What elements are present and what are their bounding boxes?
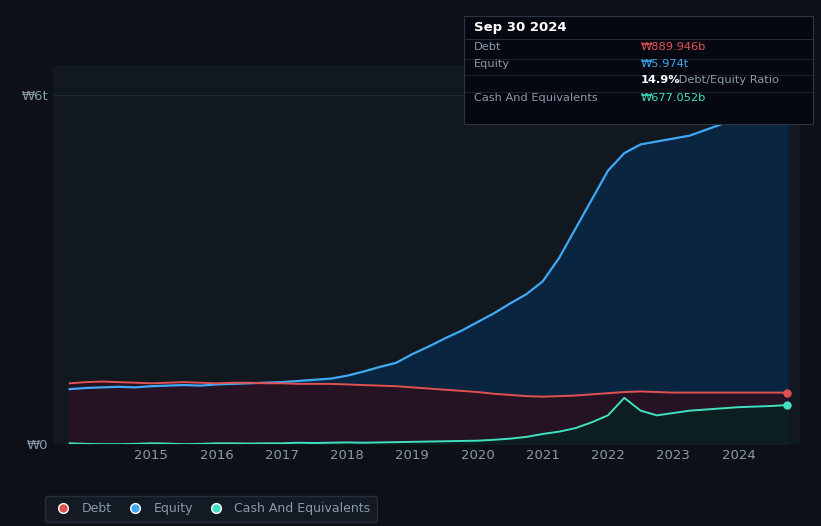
Text: Sep 30 2024: Sep 30 2024 xyxy=(474,21,566,34)
Text: Debt/Equity Ratio: Debt/Equity Ratio xyxy=(675,75,779,85)
Text: 14.9%: 14.9% xyxy=(640,75,680,85)
Text: Equity: Equity xyxy=(474,59,510,69)
Legend: Debt, Equity, Cash And Equivalents: Debt, Equity, Cash And Equivalents xyxy=(44,496,377,522)
Text: ₩5.974t: ₩5.974t xyxy=(640,59,689,69)
Text: Debt: Debt xyxy=(474,42,501,52)
Text: ₩677.052b: ₩677.052b xyxy=(640,93,706,103)
Text: Cash And Equivalents: Cash And Equivalents xyxy=(474,93,598,103)
Text: ₩889.946b: ₩889.946b xyxy=(640,42,706,52)
